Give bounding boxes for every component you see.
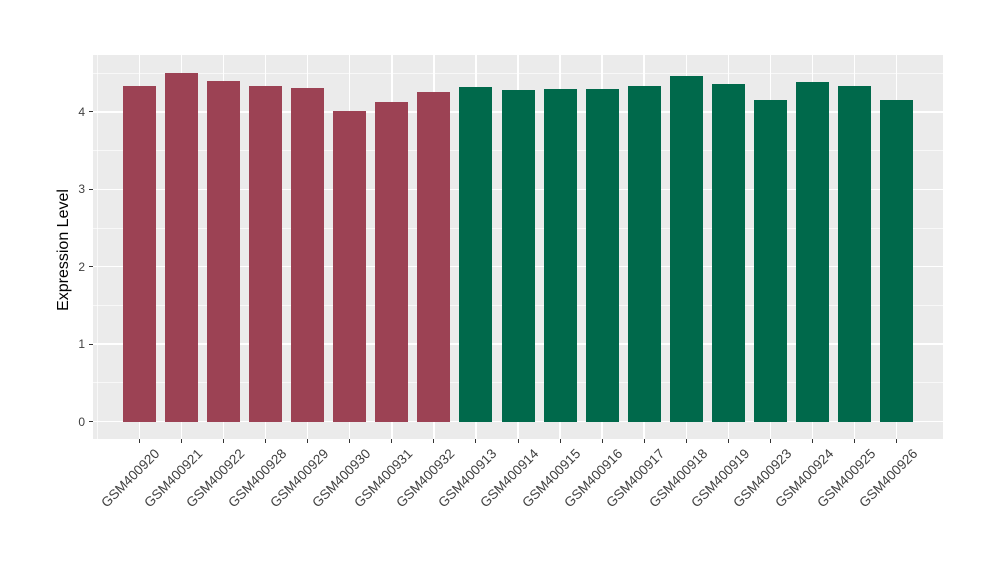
gridline-minor-v	[96, 55, 98, 439]
x-axis-tick	[391, 439, 393, 443]
bar-GSM400914	[501, 90, 535, 422]
bar-GSM400915	[543, 88, 577, 422]
bar-GSM400932	[417, 91, 451, 422]
y-tick-label-3: 3	[78, 182, 85, 197]
x-axis-tick	[138, 439, 140, 443]
y-tick-label-4: 4	[78, 104, 85, 119]
x-axis-tick	[349, 439, 351, 443]
y-axis-tick	[89, 188, 93, 190]
y-tick-label-0: 0	[78, 414, 85, 429]
x-axis-tick	[559, 439, 561, 443]
bar-GSM400926	[880, 99, 914, 422]
x-axis-tick	[475, 439, 477, 443]
bar-GSM400916	[585, 88, 619, 422]
bar-GSM400923	[753, 99, 787, 422]
y-axis-title: Expression Level	[55, 189, 72, 311]
x-axis-tick	[727, 439, 729, 443]
x-axis-tick	[517, 439, 519, 443]
y-tick-label-1: 1	[78, 337, 85, 352]
bar-GSM400922	[206, 80, 240, 422]
bar-GSM400920	[122, 86, 156, 422]
x-axis-tick	[854, 439, 856, 443]
bar-GSM400929	[291, 87, 325, 422]
x-axis-tick	[222, 439, 224, 443]
bar-GSM400913	[459, 87, 493, 422]
bar-GSM400931	[375, 101, 409, 422]
x-axis-tick	[307, 439, 309, 443]
bar-GSM400928	[249, 86, 283, 422]
x-axis-tick	[769, 439, 771, 443]
bar-GSM400925	[838, 86, 872, 422]
y-tick-label-2: 2	[78, 259, 85, 274]
bar-GSM400919	[711, 84, 745, 422]
x-axis-tick	[265, 439, 267, 443]
bar-GSM400924	[796, 81, 830, 422]
y-axis-tick	[89, 266, 93, 268]
x-axis-tick	[685, 439, 687, 443]
x-axis-tick	[896, 439, 898, 443]
bar-GSM400917	[627, 86, 661, 422]
x-axis-tick	[433, 439, 435, 443]
bar-GSM400930	[333, 111, 367, 422]
x-axis-tick	[180, 439, 182, 443]
x-axis-tick	[601, 439, 603, 443]
bar-GSM400921	[164, 73, 198, 422]
x-axis-tick	[643, 439, 645, 443]
x-axis-tick	[812, 439, 814, 443]
bar-GSM400918	[669, 76, 703, 422]
y-axis-tick	[89, 343, 93, 345]
y-axis-tick	[89, 421, 93, 423]
y-axis-tick	[89, 111, 93, 113]
plot-panel	[93, 55, 943, 439]
